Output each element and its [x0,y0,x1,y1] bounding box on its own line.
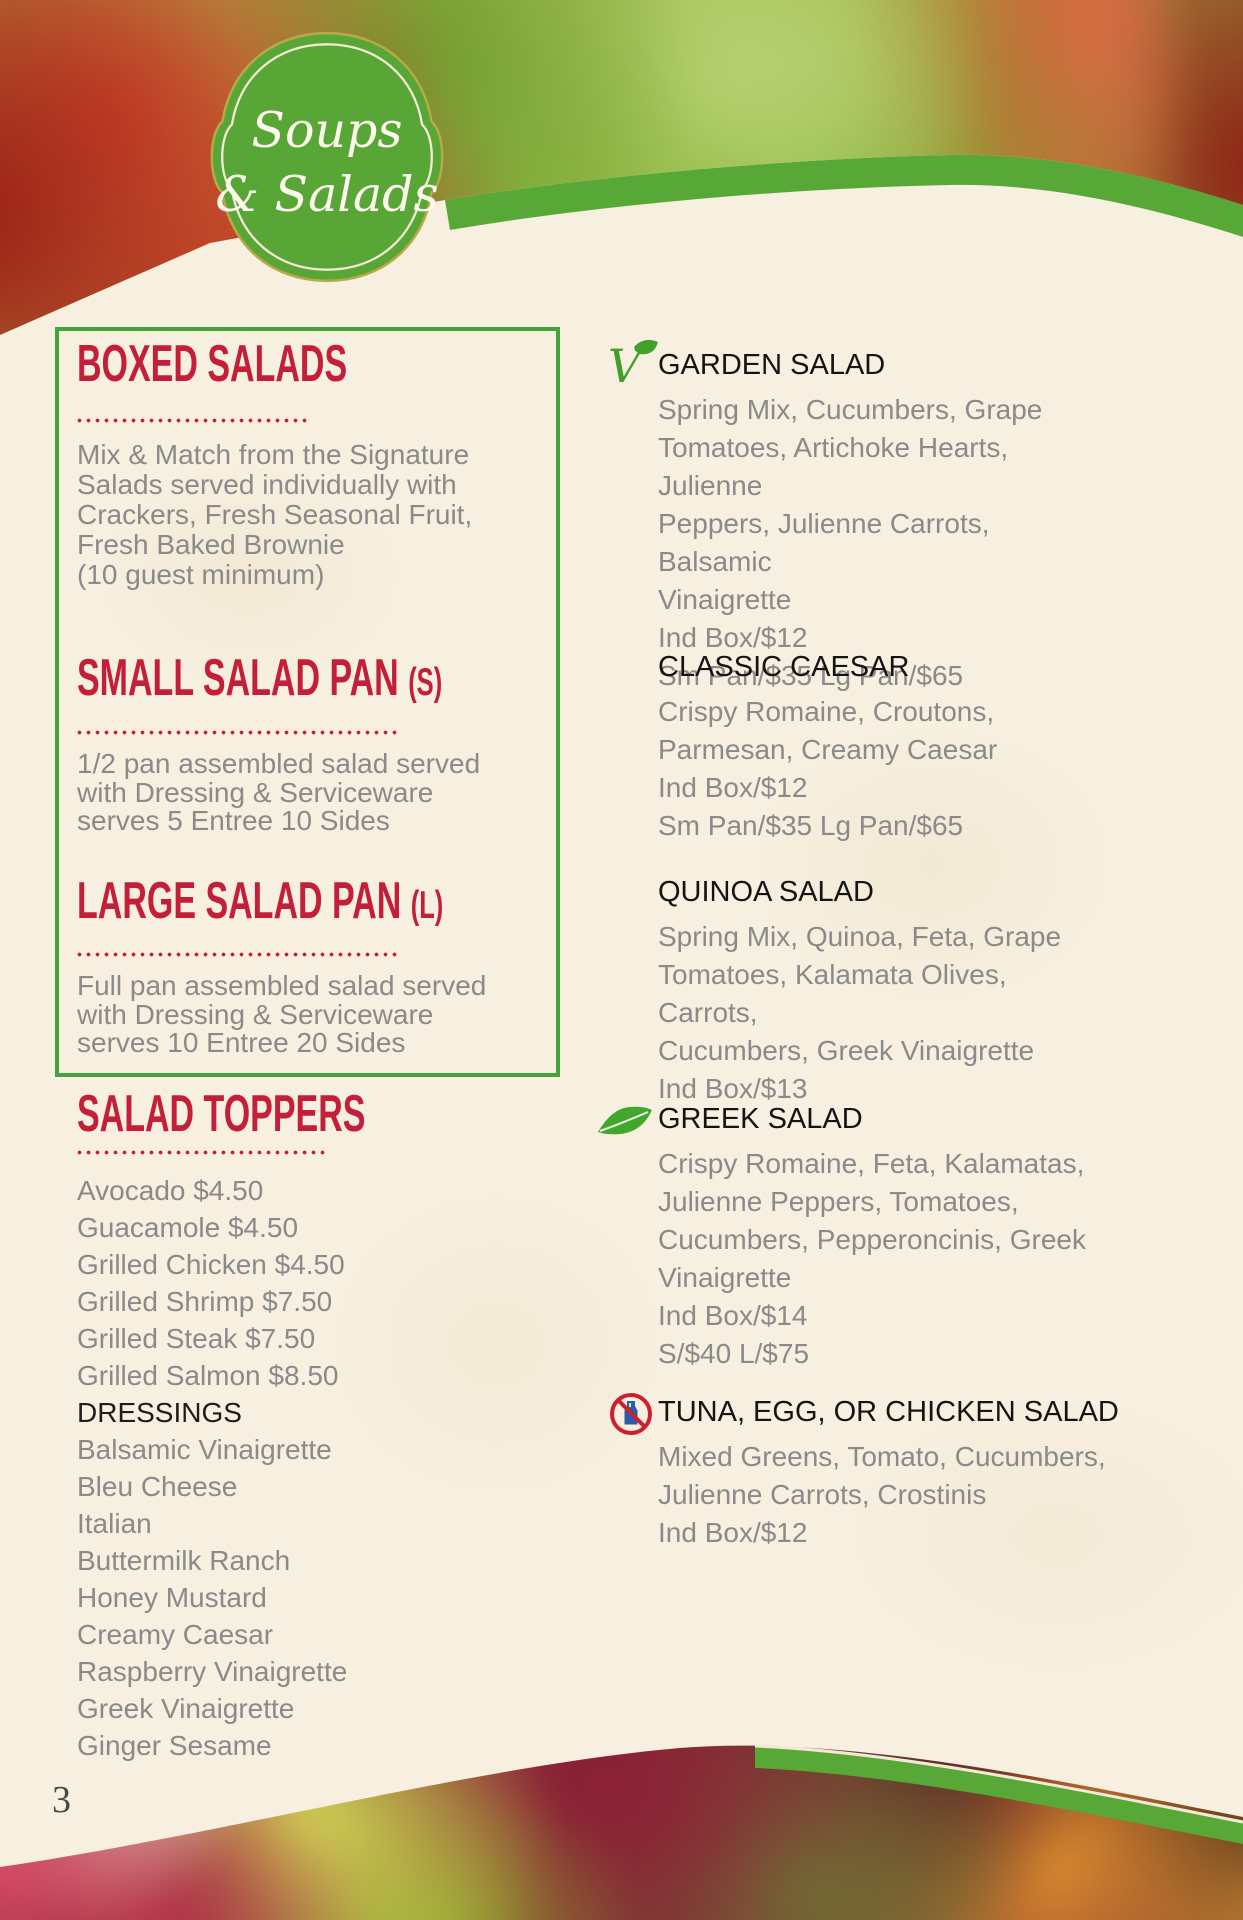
bottom-wave-stripe [754,1744,1243,1844]
item-title: TUNA, EGG, OR CHICKEN SALAD [658,1396,1119,1428]
item-title: GARDEN SALAD [658,349,886,381]
badge-plaque [210,31,444,283]
leaf-icon [598,1106,652,1135]
item-details: Spring Mix, Cucumbers, Grape Tomatoes, A… [658,393,1043,691]
large-salad-pan-description: Full pan assembled salad served with Dre… [77,970,487,1058]
large-salad-pan-heading: LARGE SALAD PAN (L) [77,872,444,930]
no-dairy-icon [610,1393,652,1435]
menu-item-quinoa-salad: QUINOA SALAD Spring Mix, Quinoa, Feta, G… [658,875,1098,1108]
boxed-salads-description: Mix & Match from the Signature Salads se… [77,439,473,590]
size-tag-large: (L) [410,884,444,927]
item-details: Crispy Romaine, Croutons, Parmesan, Crea… [658,695,998,841]
boxed-salads-heading: BOXED SALADS [77,335,348,393]
item-details: Spring Mix, Quinoa, Feta, Grape Tomatoes… [658,920,1062,1104]
item-title: CLASSIC CAESAR [658,651,910,683]
salad-toppers-list: Avocado $4.50 Guacamole $4.50 Grilled Ch… [77,1175,345,1391]
small-salad-pan-description: 1/2 pan assembled salad served with Dres… [77,748,481,836]
dressings-list: Balsamic Vinaigrette Bleu Cheese Italian… [77,1434,348,1761]
dotted-divider [77,418,309,423]
size-tag-small: (S) [408,661,443,704]
menu-item-tuna-egg-chicken-salad: TUNA, EGG, OR CHICKEN SALAD Mixed Greens… [610,1393,1119,1552]
menu-item-greek-salad: GREEK SALAD Crispy Romaine, Feta, Kalama… [598,1102,1088,1373]
page-number: 3 [52,1779,71,1821]
vegetarian-icon: V [608,339,658,392]
dotted-divider [77,952,397,957]
menu-item-classic-caesar: CLASSIC CAESAR Crispy Romaine, Croutons,… [658,650,1088,845]
dotted-divider [77,730,399,735]
top-wave-stripe [445,154,1243,237]
item-title: QUINOA SALAD [658,876,874,908]
salad-toppers-heading: SALAD TOPPERS [77,1085,366,1143]
menu-item-garden-salad: V GARDEN SALAD Spring Mix, Cucumbers, Gr… [608,339,1088,695]
item-title: GREEK SALAD [658,1103,863,1135]
badge-title-line1: Soups [251,102,403,159]
dressings-label: DRESSINGS [77,1397,242,1428]
dotted-divider [77,1150,325,1155]
item-details: Crispy Romaine, Feta, Kalamatas, Julienn… [658,1147,1086,1369]
badge-title-line2: & Salads [215,166,439,223]
section-badge: Soups & Salads [190,20,464,294]
item-details: Mixed Greens, Tomato, Cucumbers, Julienn… [658,1440,1106,1548]
small-salad-pan-heading: SMALL SALAD PAN (S) [77,649,443,707]
left-menu-box [55,327,560,1077]
